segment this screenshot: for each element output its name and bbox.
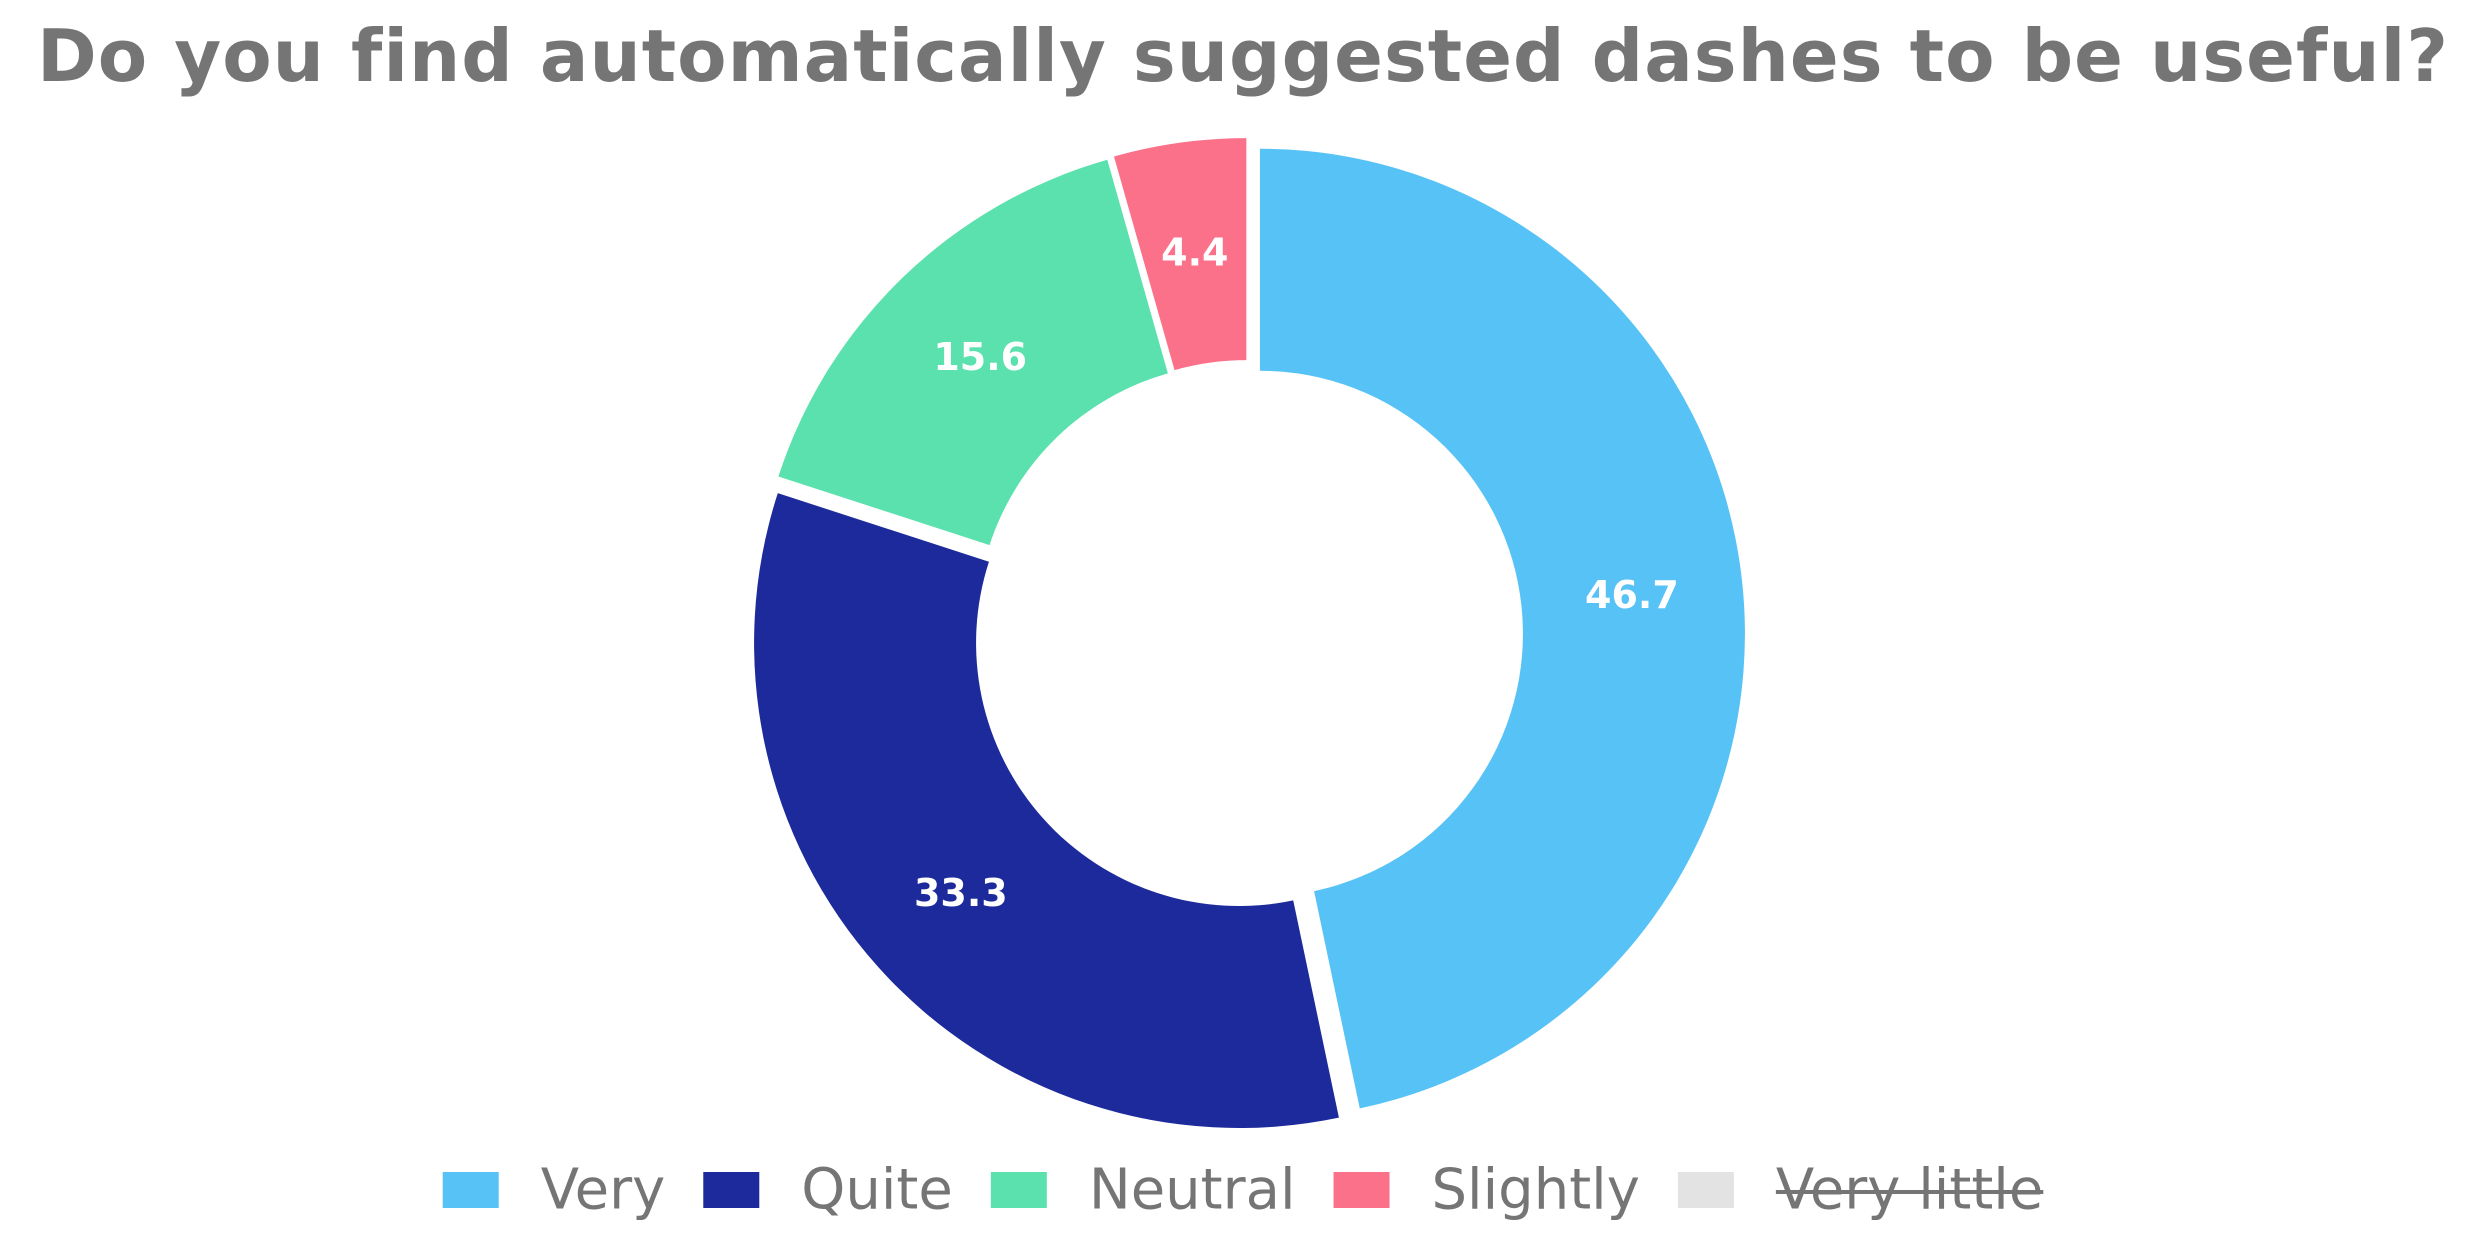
- slice-very[interactable]: [1259, 148, 1745, 1109]
- data-labels-group: 46.7 33.3 15.6 4.4: [914, 231, 1679, 915]
- legend-label-slightly: Slightly: [1432, 1158, 1640, 1223]
- slice-neutral[interactable]: [778, 159, 1168, 546]
- legend-label-neutral: Neutral: [1089, 1158, 1296, 1223]
- legend-label-quite: Quite: [801, 1158, 953, 1223]
- chart-title: Do you find automatically suggested dash…: [36, 14, 2450, 98]
- legend[interactable]: Very Quite Neutral Slightly Very little: [442, 1158, 2044, 1223]
- legend-swatch-very: [442, 1172, 499, 1208]
- data-label-quite: 33.3: [914, 871, 1008, 915]
- legend-label-very: Very: [541, 1158, 666, 1223]
- legend-item-very-little[interactable]: Very little: [1677, 1158, 2044, 1223]
- legend-swatch-very-little: [1677, 1172, 1734, 1208]
- slice-slightly[interactable]: [1113, 138, 1247, 371]
- data-label-slightly: 4.4: [1161, 231, 1228, 275]
- legend-swatch-neutral: [990, 1172, 1047, 1208]
- legend-swatch-slightly: [1333, 1172, 1390, 1208]
- data-label-neutral: 15.6: [933, 335, 1027, 379]
- data-label-very: 46.7: [1585, 573, 1679, 617]
- legend-item-slightly[interactable]: Slightly: [1333, 1158, 1640, 1223]
- legend-item-quite[interactable]: Quite: [703, 1158, 953, 1223]
- legend-swatch-quite: [703, 1172, 760, 1208]
- legend-item-very[interactable]: Very: [442, 1158, 666, 1223]
- slice-quite[interactable]: [754, 493, 1339, 1129]
- legend-item-neutral[interactable]: Neutral: [990, 1158, 1296, 1223]
- slices-group: [754, 138, 1745, 1129]
